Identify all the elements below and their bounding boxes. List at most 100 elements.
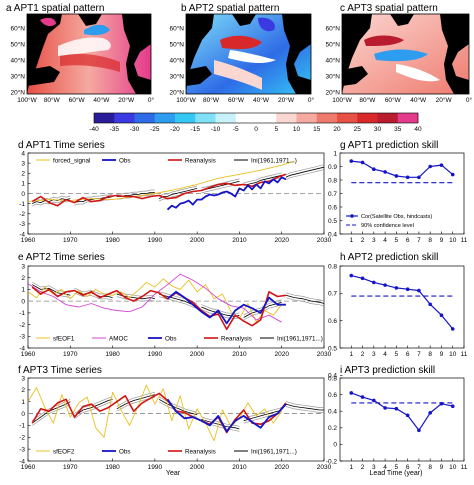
lon-tick-label: 20°W: [278, 96, 295, 104]
x-tick-label: 5: [395, 464, 399, 471]
lat-tick-label: 40°N: [10, 57, 25, 65]
skill-line: [351, 392, 453, 431]
series-line-reanalysis: [31, 173, 287, 207]
x-tick-label: 6: [406, 351, 410, 358]
colorbar-tick-label: 5: [274, 126, 278, 133]
ini-ensemble-line: [74, 292, 113, 301]
colorbar-frame: [93, 112, 419, 124]
skill-point: [372, 398, 376, 403]
y-tick-label: -4: [19, 458, 25, 465]
ini-ensemble-line: [32, 195, 71, 202]
series-line-sfeof2: [27, 384, 283, 442]
legend-label-reanalysis: Reanalysis: [221, 335, 252, 342]
y-tick-label: -1: [19, 201, 25, 208]
y-tick-label: -0.2: [326, 458, 338, 465]
series-line-ini-1961-1971: [31, 401, 71, 424]
legend-label-obs: Obs: [165, 335, 177, 342]
map-panel-apt3: c APT3 spatial pattern: [340, 3, 470, 95]
y-tick-label: 0.6: [328, 392, 337, 399]
legend-label-ini-1961-1971: Ini(1961,1971...): [251, 448, 297, 455]
colorbar-tick-label: -20: [170, 126, 180, 133]
skill-point: [428, 411, 432, 415]
y-tick-label: 3: [21, 263, 25, 270]
x-tick-label: 2030: [317, 237, 332, 244]
y-tick-label: -1: [19, 423, 25, 430]
plot-frame: [339, 377, 465, 462]
y-tick-label: 3: [21, 375, 25, 382]
x-tick-label: 3: [372, 237, 376, 244]
colorbar-tick-label: 25: [354, 126, 362, 133]
y-tick-label: 2: [21, 387, 25, 394]
y-tick-label: -1: [19, 310, 25, 317]
y-tick-label: 0: [21, 191, 25, 198]
x-tick-label: 6: [406, 464, 410, 471]
series-line-ini-1961-1971: [243, 174, 282, 186]
y-tick-label: 0.9: [328, 164, 337, 171]
skill-panel-apt2: h APT2 prediction skill 1 2 3 4 5 6 7 8 9 10 11 0.4…: [328, 252, 468, 380]
y-tick-label: -2: [19, 211, 25, 218]
x-tick-label: 5: [395, 237, 399, 244]
colorbar-tick-label: 0: [254, 126, 258, 133]
series-line-ini-1961-1971: [116, 394, 156, 410]
y-tick-label: 0.8: [328, 375, 337, 382]
lon-tick-label: 60°W: [385, 96, 402, 104]
colorbar-segment: [276, 113, 297, 123]
colorbar-tick-label: -35: [110, 126, 120, 133]
y-tick-label: 0.8: [328, 263, 337, 270]
skill-line: [351, 275, 454, 330]
legend-label-reanalysis: Reanalysis: [185, 157, 216, 164]
panel-title: i APT3 prediction skill: [340, 365, 435, 376]
map-lon-ticks: 100°W 100°W 100°W 80°W 80°W 80°W 60°W 60°W 60°W 4…: [17, 96, 472, 104]
x-tick-label: 2010: [232, 464, 247, 471]
ini-ensemble-line: [116, 189, 155, 195]
series-line-ini-1961-1971: [243, 409, 282, 422]
skill-point: [428, 164, 432, 169]
colorbar-tick-label: 30: [374, 126, 382, 133]
map-title: b APT2 spatial pattern: [181, 3, 279, 14]
skill-point: [383, 170, 387, 174]
y-tick-label: 1: [21, 399, 25, 406]
y-tick-label: 0.4: [328, 231, 337, 238]
skill-point: [450, 404, 455, 409]
skill-point: [383, 283, 387, 287]
skill-point: [417, 428, 421, 433]
panel-title: g APT1 prediction skill: [340, 140, 438, 151]
skill-point: [394, 286, 399, 290]
time-series-apt2: e APT2 Time series 1960 1970 1980 1990 2000 2…: [18, 252, 332, 358]
ini-ensemble-line: [116, 391, 155, 407]
ini-ensemble-line: [285, 297, 325, 307]
x-tick-label: 1960: [21, 351, 36, 358]
lat-tick-label: 20°N: [325, 89, 340, 97]
map-lat-ticks: 60°N 60°N 60°N 50°N 50°N 50°N 40°N 40°N 40°N 30°N…: [10, 25, 340, 97]
skill-point: [394, 174, 399, 178]
legend-label-skill: Cor(Satellite Obs, hindcasts): [361, 214, 432, 220]
skill-point: [405, 175, 410, 180]
y-tick-label: 3: [21, 160, 25, 167]
series-line-obs: [166, 290, 286, 325]
colorbar-tick-label: 20: [333, 126, 341, 133]
x-tick-label: 2020: [274, 351, 289, 358]
lon-tick-label: 0°: [148, 96, 155, 104]
ini-ensemble-line: [285, 292, 325, 302]
y-tick-label: 0.4: [328, 409, 337, 416]
colorbar-tick-label: 10: [293, 126, 301, 133]
skill-point: [360, 276, 365, 281]
lat-tick-label: 50°N: [169, 41, 184, 49]
x-tick-label: 11: [461, 464, 468, 471]
x-tick-label: 1980: [105, 237, 120, 244]
y-tick-label: 0.8: [328, 177, 337, 184]
lon-tick-label: 100°W: [176, 96, 196, 104]
lon-tick-label: 100°W: [332, 96, 352, 104]
colorbar-tick-label: -5: [233, 126, 239, 133]
x-tick-label: 11: [461, 237, 468, 244]
x-axis-label: Lead Time (year): [370, 470, 423, 477]
x-tick-label: 9: [440, 351, 444, 358]
colorbar-segment: [215, 113, 237, 123]
x-tick-label: 7: [417, 464, 421, 471]
colorbar-segment: [154, 113, 176, 123]
x-tick-label: 5: [395, 351, 399, 358]
y-tick-label: 0.5: [328, 345, 337, 352]
lat-tick-label: 20°N: [169, 89, 184, 97]
skill-panel-apt1: g APT1 prediction skill 1 2 3 4 5 6 7 8 9 10 11 0.4…: [328, 140, 468, 244]
colorbar-segment: [134, 113, 156, 123]
